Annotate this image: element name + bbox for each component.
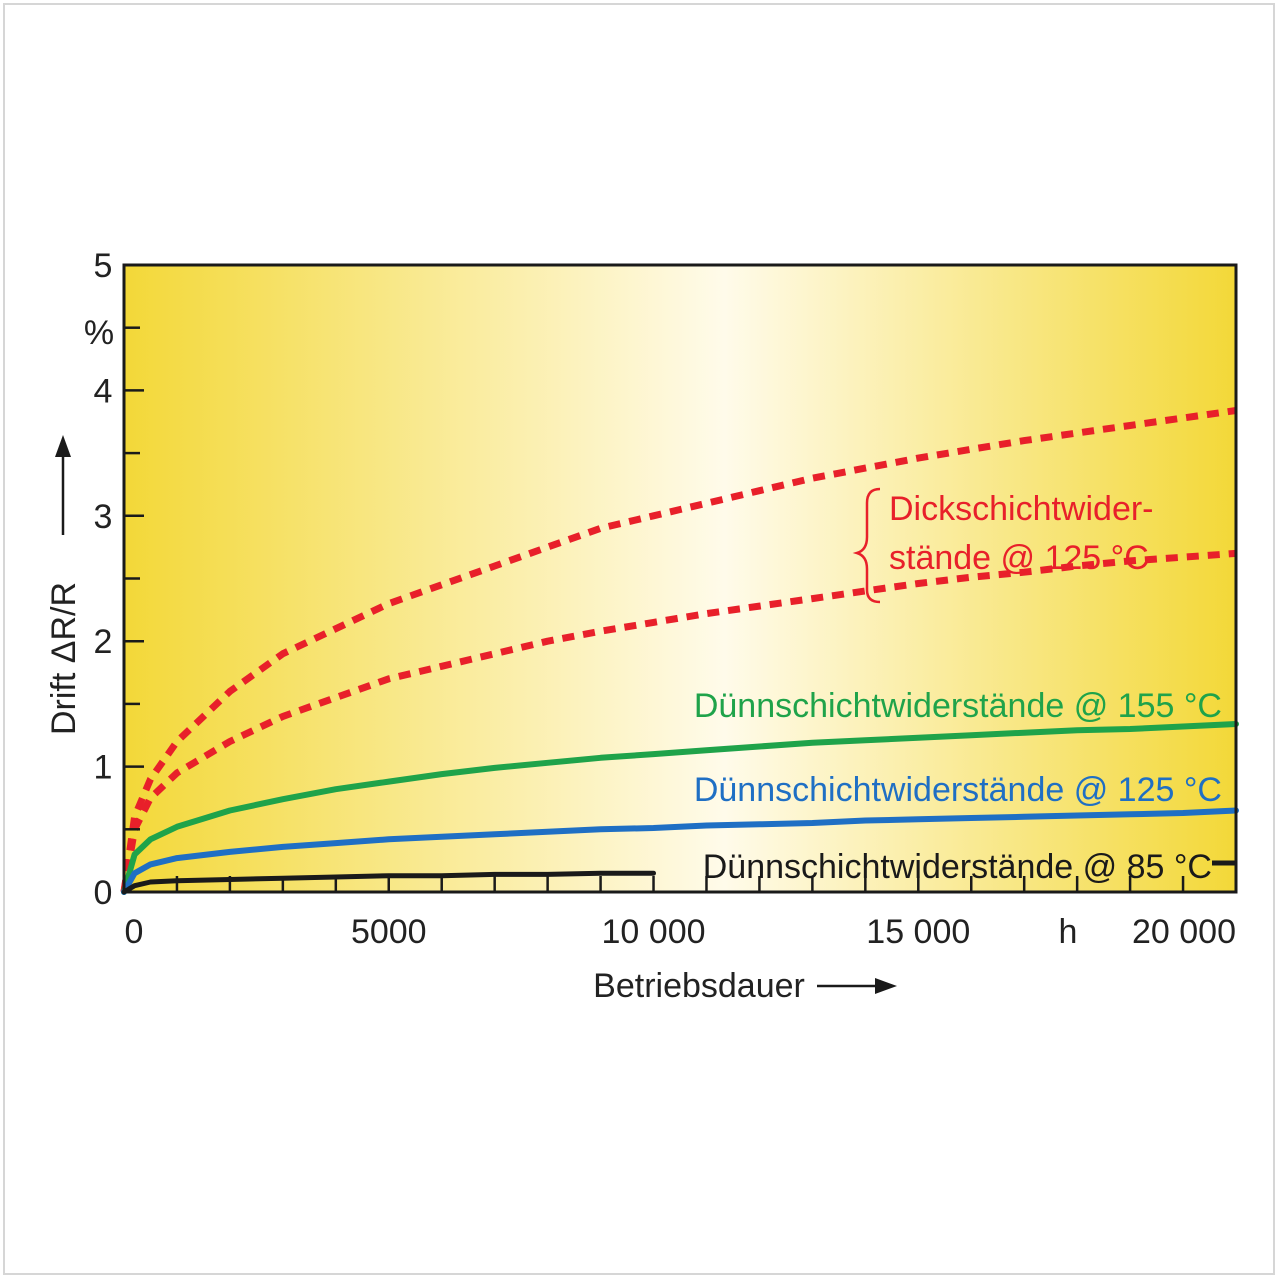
- y-unit-label: %: [84, 314, 114, 352]
- thick-film-label-line2: stände @ 125 °C: [889, 539, 1149, 577]
- series-layer: [120, 407, 1239, 895]
- thin-film-85-label: Dünnschichtwiderstände @ 85 °C: [703, 848, 1212, 886]
- thick-film-label-line1: Dickschichtwider-: [889, 490, 1154, 528]
- plot-background: [124, 265, 1236, 892]
- y-tick-label: 0: [94, 874, 113, 912]
- x-tick-label: 0: [125, 913, 144, 951]
- x-tick-label: 10 000: [602, 913, 706, 951]
- ticks-layer: 0 1 2 3 4 5 0 5000 10 000 15 000 20 000: [94, 247, 1236, 951]
- x-tick-label: 20 000: [1132, 913, 1236, 951]
- y-axis-arrow-head: [55, 435, 71, 457]
- thin-film-125-label: Dünnschichtwiderstände @ 125 °C: [694, 771, 1222, 809]
- drift-chart: 0 1 2 3 4 5 0 5000 10 000 15 000 20 000 % Drift ΔR…: [45, 247, 1239, 1005]
- x-tick-label: 5000: [351, 913, 427, 951]
- thick-film-brace: [852, 487, 881, 604]
- x-axis-label: Betriebsdauer: [593, 967, 805, 1005]
- x-unit-label: h: [1059, 913, 1078, 951]
- chart-frame: 0 1 2 3 4 5 0 5000 10 000 15 000 20 000 % Drift ΔR…: [3, 3, 1275, 1275]
- y-tick-label: 2: [94, 623, 113, 661]
- x-axis-arrow-head: [875, 978, 897, 994]
- thin-film-155-label: Dünnschichtwiderstände @ 155 °C: [694, 687, 1222, 725]
- x-tick-label: 15 000: [866, 913, 970, 951]
- series-line-thin-125: [121, 807, 1239, 895]
- y-tick-label: 5: [94, 247, 113, 285]
- y-tick-label: 1: [94, 749, 113, 787]
- y-axis-title: Drift ΔR/R: [45, 582, 83, 735]
- y-axis-label: Drift ΔR/R: [45, 582, 83, 735]
- y-tick-label: 4: [94, 372, 113, 410]
- series-line-thin-155: [121, 721, 1239, 895]
- series-line-thick-lower: [120, 549, 1237, 893]
- y-tick-label: 3: [94, 498, 113, 536]
